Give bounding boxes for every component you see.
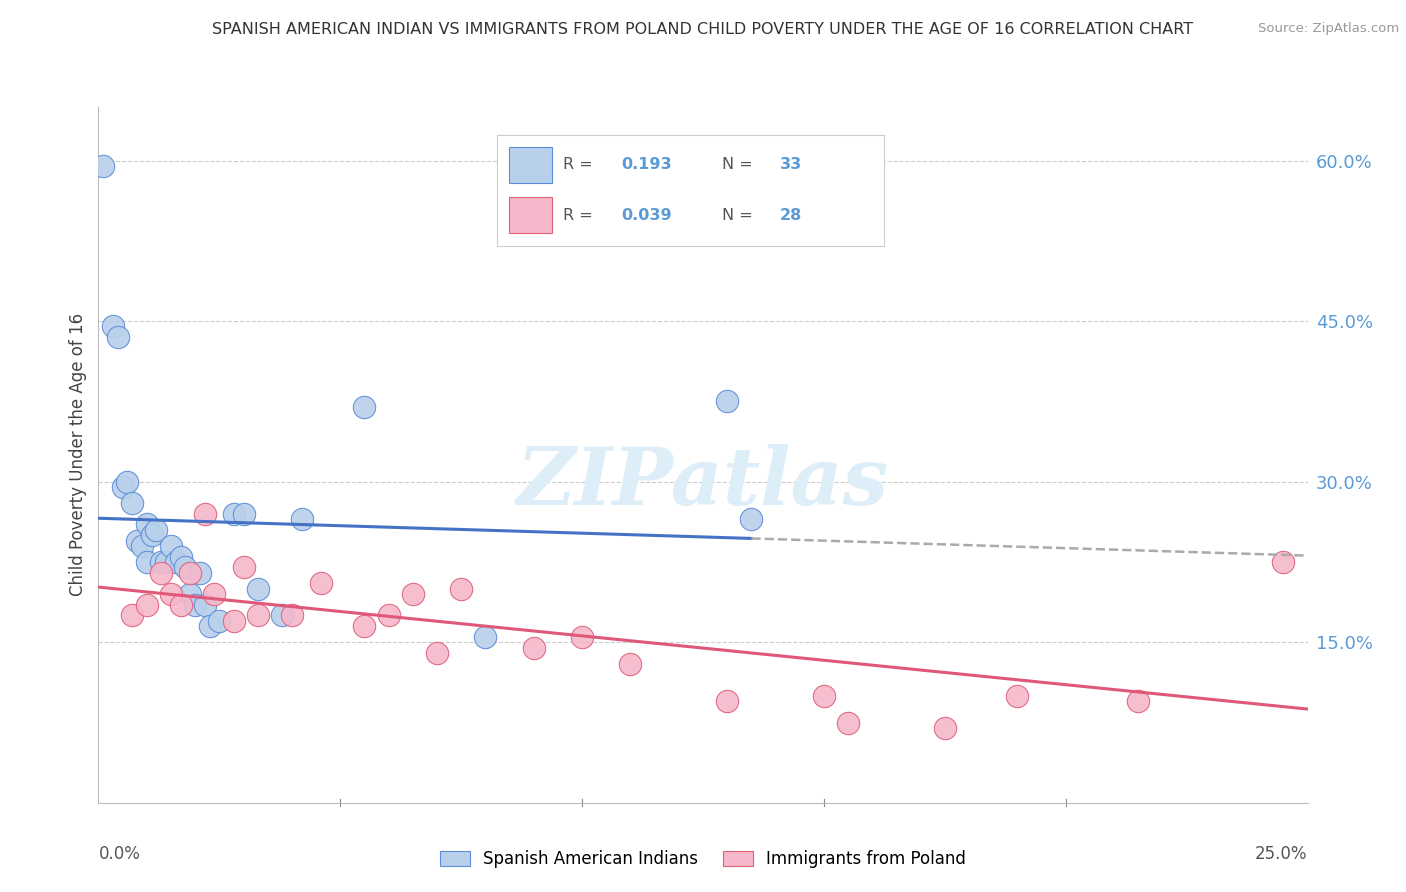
Point	[837, 715, 859, 730]
Point	[377, 608, 399, 623]
Point	[934, 721, 956, 735]
Text: 0.039: 0.039	[621, 208, 672, 222]
Point	[619, 657, 641, 671]
Point	[232, 507, 254, 521]
Point	[716, 694, 738, 708]
Point	[208, 614, 231, 628]
Text: N =: N =	[721, 157, 758, 172]
Point	[155, 555, 177, 569]
Point	[194, 507, 217, 521]
Point	[523, 640, 546, 655]
Point	[101, 319, 124, 334]
Point	[813, 689, 835, 703]
Point	[111, 480, 134, 494]
Point	[204, 587, 226, 601]
Point	[179, 566, 201, 580]
Text: ZIPatlas: ZIPatlas	[517, 444, 889, 522]
Point	[141, 528, 163, 542]
Point	[131, 539, 153, 553]
Point	[135, 598, 157, 612]
Text: 0.193: 0.193	[621, 157, 672, 172]
Point	[281, 608, 304, 623]
Point	[184, 598, 207, 612]
Point	[160, 587, 183, 601]
Point	[165, 555, 187, 569]
Point	[121, 608, 143, 623]
Point	[188, 566, 211, 580]
Point	[150, 555, 173, 569]
Point	[107, 330, 129, 344]
Point	[127, 533, 149, 548]
Point	[247, 608, 270, 623]
Point	[160, 539, 183, 553]
Point	[474, 630, 496, 644]
Legend: Spanish American Indians, Immigrants from Poland: Spanish American Indians, Immigrants fro…	[433, 843, 973, 874]
Text: 33: 33	[780, 157, 803, 172]
Y-axis label: Child Poverty Under the Age of 16: Child Poverty Under the Age of 16	[69, 313, 87, 597]
Point	[1007, 689, 1029, 703]
Point	[571, 630, 593, 644]
Point	[198, 619, 221, 633]
Text: R =: R =	[564, 157, 598, 172]
Point	[247, 582, 270, 596]
Text: SPANISH AMERICAN INDIAN VS IMMIGRANTS FROM POLAND CHILD POVERTY UNDER THE AGE OF: SPANISH AMERICAN INDIAN VS IMMIGRANTS FR…	[212, 22, 1194, 37]
Point	[169, 598, 191, 612]
Point	[222, 614, 245, 628]
Point	[179, 587, 201, 601]
Text: 0.0%: 0.0%	[98, 845, 141, 863]
Text: 28: 28	[780, 208, 803, 222]
Point	[222, 507, 245, 521]
Point	[353, 619, 375, 633]
Point	[169, 549, 191, 564]
Point	[1272, 555, 1295, 569]
Point	[290, 512, 312, 526]
Point	[150, 566, 173, 580]
Point	[1128, 694, 1150, 708]
Point	[309, 576, 332, 591]
Text: R =: R =	[564, 208, 598, 222]
Point	[402, 587, 425, 601]
Point	[145, 523, 167, 537]
Point	[135, 555, 157, 569]
Point	[740, 512, 762, 526]
FancyBboxPatch shape	[509, 197, 551, 233]
FancyBboxPatch shape	[509, 147, 551, 183]
Text: Source: ZipAtlas.com: Source: ZipAtlas.com	[1258, 22, 1399, 36]
Text: 25.0%: 25.0%	[1256, 845, 1308, 863]
Point	[353, 400, 375, 414]
Point	[450, 582, 472, 596]
Point	[117, 475, 139, 489]
Text: N =: N =	[721, 208, 758, 222]
Point	[194, 598, 217, 612]
Point	[232, 560, 254, 574]
Point	[716, 394, 738, 409]
Point	[91, 159, 114, 173]
Point	[426, 646, 449, 660]
Point	[271, 608, 294, 623]
Point	[174, 560, 197, 574]
Point	[121, 496, 143, 510]
Point	[135, 517, 157, 532]
